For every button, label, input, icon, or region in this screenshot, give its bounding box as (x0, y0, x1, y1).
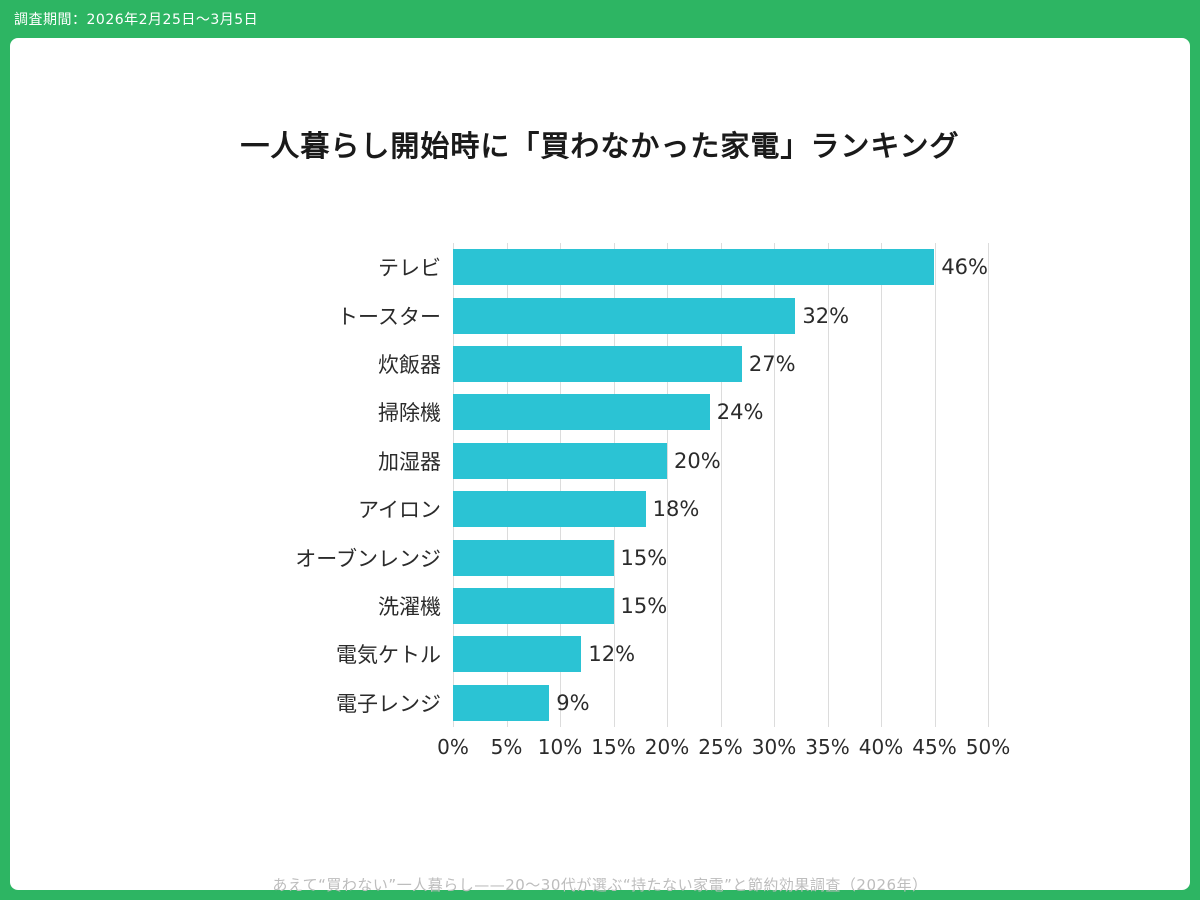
bar (453, 442, 667, 479)
gridline (560, 243, 561, 727)
bar-row: 炊飯器 27% (378, 340, 988, 388)
survey-period-badge: 調査期間：2026年2月25日〜3月5日 (0, 0, 1200, 38)
survey-period-text: 調査期間：2026年2月25日〜3月5日 (14, 12, 259, 28)
bar (453, 346, 742, 383)
gridline (934, 243, 936, 727)
bar-value-label: 12% (588, 642, 636, 667)
gridline (720, 243, 722, 727)
gridline (988, 243, 989, 727)
gridline (613, 243, 615, 727)
bar-row: 洗濯機 15% (378, 582, 988, 630)
chart-bars: テレビ 46% トースター 32% 炊飯器 27% 掃除機 24% 加湿器 20% アイロン 18% オ… (295, 243, 988, 727)
bar-row: 電気ケトル 12% (336, 630, 988, 678)
x-axis-tick: 30% (751, 735, 797, 759)
chart-title: 一人暮らし開始時に「買わなかった家電」ランキング (240, 129, 960, 163)
bar (453, 636, 582, 673)
bar-row: オーブンレンジ 15% (295, 533, 988, 581)
bar-value-label: 15% (620, 545, 668, 570)
bar (453, 297, 796, 334)
x-axis-tick: 25% (698, 735, 743, 759)
bar-category-label: 加湿器 (378, 449, 441, 474)
bar-row: テレビ 46% (378, 243, 988, 291)
bar-row: 掃除機 24% (378, 388, 988, 436)
bar (453, 394, 710, 431)
x-axis-tick: 5% (490, 735, 523, 759)
bar-row: トースター 32% (337, 291, 988, 339)
x-axis-tick: 0% (437, 735, 469, 759)
chart-card: 一人暮らし開始時に「買わなかった家電」ランキング テレビ 46% トースター 32% 炊… (10, 38, 1190, 894)
bar (453, 588, 614, 625)
bar (453, 249, 935, 286)
gridline (667, 243, 668, 727)
bar-category-label: 電子レンジ (336, 691, 441, 716)
bar-row: 電子レンジ 9% (336, 679, 988, 727)
bar-value-label: 9% (556, 690, 590, 715)
bar-category-label: 洗濯機 (378, 595, 441, 620)
chart-gridlines (453, 243, 989, 727)
bar-value-label: 32% (802, 303, 850, 328)
bar-value-label: 27% (748, 352, 796, 377)
bar-category-label: トースター (337, 304, 441, 329)
bar-value-label: 18% (652, 497, 700, 522)
bar (453, 491, 646, 528)
x-axis-tick: 40% (858, 735, 904, 759)
x-axis-tick: 35% (805, 735, 850, 759)
bar-chart-plot: テレビ 46% トースター 32% 炊飯器 27% 掃除機 24% 加湿器 20% アイロン 18% オ… (295, 243, 989, 727)
x-axis-tick: 45% (912, 735, 957, 759)
x-axis-tick: 15% (591, 735, 636, 759)
gridline (453, 243, 454, 727)
gridline (881, 243, 882, 727)
bar-category-label: アイロン (358, 498, 441, 523)
bar-row: 加湿器 20% (378, 437, 988, 485)
bar-row: アイロン 18% (358, 485, 988, 533)
x-axis-tick: 20% (644, 735, 690, 759)
gridline (774, 243, 775, 727)
x-axis-tick: 50% (965, 735, 1011, 759)
bar-value-label: 20% (674, 448, 721, 473)
bar (453, 684, 550, 721)
bar-value-label: 24% (716, 400, 764, 425)
bar-category-label: 掃除機 (378, 401, 441, 426)
bar-category-label: 炊飯器 (378, 353, 441, 378)
bar-category-label: オーブンレンジ (295, 546, 441, 571)
bar-value-label: 46% (941, 255, 988, 280)
bar-category-label: テレビ (378, 256, 441, 281)
gridline (827, 243, 829, 727)
bar (453, 539, 614, 576)
x-axis: 0% 5% 10% 15% 20% 25% 30% 35% 40% 45% 50% (437, 735, 1010, 763)
gridline (506, 243, 508, 727)
x-axis-tick: 10% (537, 735, 583, 759)
bar-category-label: 電気ケトル (336, 643, 441, 668)
chart-source-note: あえて“買わない”一人暮らし——20〜30代が選ぶ“持たない家電”と節約効果調査… (272, 876, 928, 894)
bar-value-label: 15% (620, 594, 668, 619)
